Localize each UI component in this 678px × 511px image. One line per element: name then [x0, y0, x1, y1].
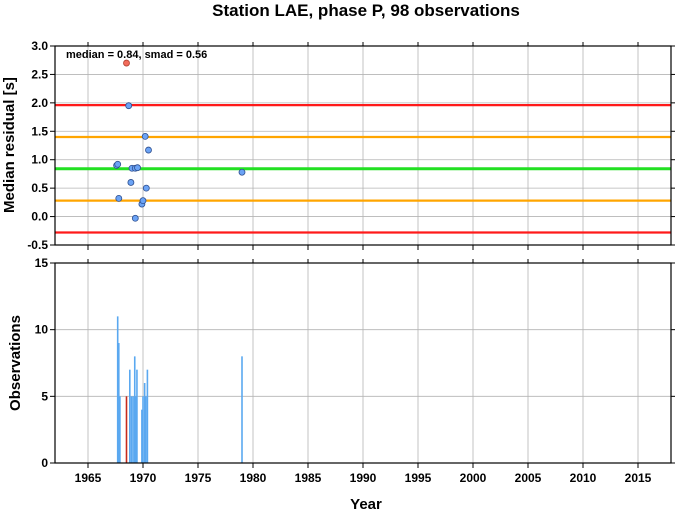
year-tick-label: 1980: [240, 471, 267, 485]
residual-point: [127, 179, 135, 186]
residual-y-tick-label: -0.5: [27, 238, 48, 252]
outlier-point: [123, 59, 130, 67]
x-axis-title: Year: [350, 496, 382, 511]
residual-y-tick-label: 0.5: [31, 181, 48, 195]
reference-lines: [55, 104, 671, 234]
observations-y-tick-label: 0: [41, 456, 48, 470]
residual-point: [125, 102, 133, 110]
residual-grid: [55, 45, 671, 246]
residual-y-tick-label: 2.0: [31, 96, 48, 110]
residual-point: [142, 184, 150, 192]
year-tick-label: 1970: [130, 471, 157, 485]
residual-point: [141, 133, 149, 140]
residual-point: [134, 164, 141, 172]
year-tick-labels: 1965 1970 1975 1980 1985 1990 1995 2000 2005 2010…: [75, 471, 652, 485]
observations-ticks: [50, 259, 675, 468]
observations-y-tick-label: 15: [35, 256, 49, 270]
stats-annotation: median = 0.84, smad = 0.56: [66, 49, 207, 61]
year-tick-label: 2010: [570, 471, 597, 485]
residual-point: [131, 214, 139, 222]
residual-y-tick-label: 3.0: [31, 39, 48, 53]
residual-y-axis-title: Median residual [s]: [1, 77, 18, 213]
year-tick-label: 1975: [185, 471, 212, 485]
year-tick-label: 1990: [350, 471, 377, 485]
residual-y-tick-labels: -0.5 0.0 0.5 1.0 1.5 2.0 2.5 3.0: [27, 39, 48, 252]
residual-point: [145, 146, 152, 154]
residual-points: [113, 59, 246, 222]
residual-ticks: [50, 42, 675, 250]
observations-y-tick-labels: 0 5 10 15: [35, 256, 49, 470]
residual-point: [115, 194, 123, 202]
residual-y-tick-label: 0.0: [31, 210, 48, 224]
residual-panel: -0.5 0.0 0.5 1.0 1.5 2.0 2.5 3.0 median = 0.84,…: [1, 39, 675, 252]
observations-y-tick-label: 5: [41, 389, 48, 403]
year-tick-label: 1985: [295, 471, 322, 485]
residual-point: [139, 197, 147, 205]
residual-y-tick-label: 1.5: [31, 124, 48, 138]
observations-y-tick-label: 10: [35, 323, 49, 337]
observation-bars: [116, 316, 243, 463]
year-tick-label: 1965: [75, 471, 102, 485]
year-tick-label: 1995: [405, 471, 432, 485]
observations-y-axis-title: Observations: [7, 315, 24, 411]
observations-panel: 0 5 10 15 1965 1970 1975 1980 1985 1990 1995 2000 2…: [7, 256, 675, 511]
year-tick-label: 2000: [460, 471, 487, 485]
year-tick-label: 2015: [625, 471, 652, 485]
year-tick-label: 2005: [515, 471, 542, 485]
chart-title: Station LAE, phase P, 98 observations: [212, 1, 520, 20]
residual-point: [238, 168, 246, 176]
residual-y-tick-label: 1.0: [31, 153, 48, 167]
residual-point: [114, 160, 122, 168]
residual-y-tick-label: 2.5: [31, 67, 48, 81]
